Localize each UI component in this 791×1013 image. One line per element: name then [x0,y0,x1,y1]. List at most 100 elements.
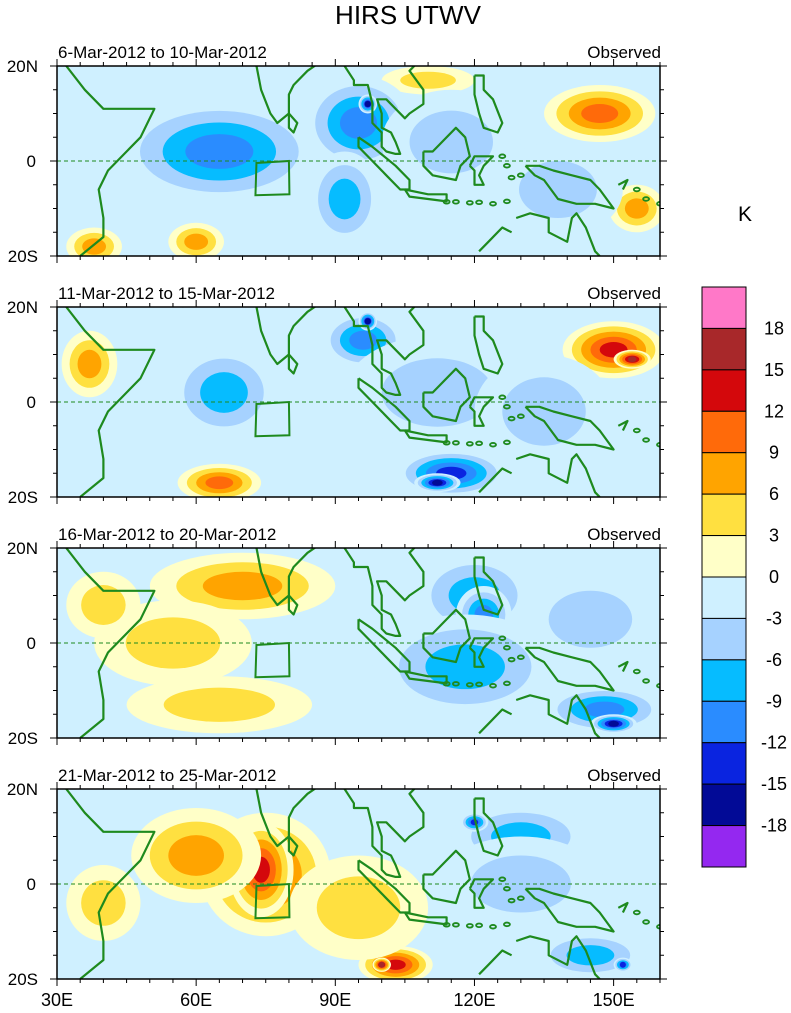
coastline [422,608,471,664]
coastline [403,911,448,926]
island [442,922,451,928]
y-tick-label: 20S [8,247,38,266]
colorbar-bin [701,286,747,329]
island [452,199,460,205]
y-tick-label: 20S [8,970,38,989]
coastline [524,164,615,210]
x-tick-label: 90E [319,990,351,1010]
coastline [422,126,471,182]
anomaly-blob [619,961,626,968]
coastline [65,789,156,979]
colorbar-bin [701,617,747,661]
anomaly-blob [81,585,126,625]
island [507,415,516,422]
coastline [343,548,425,638]
coastline [357,859,411,914]
anomaly-blob [381,358,494,427]
coastline [422,849,471,905]
colorbar-tick-label: 9 [769,443,779,463]
island [475,922,484,929]
island [503,198,511,205]
analysis-box [254,159,291,197]
coastline [617,901,629,913]
island [465,682,474,688]
y-tick-label: 0 [27,634,36,653]
coastline [515,935,601,979]
colorbar-bin [701,825,747,868]
island [632,427,641,434]
island [507,897,516,904]
colorbar-bin [701,659,747,702]
colorbar-tick-label: -3 [766,608,782,628]
anomaly-field [57,66,660,256]
island [656,683,660,689]
island [442,681,451,687]
anomaly-blob [425,644,505,690]
coastline [478,226,513,253]
island [642,678,650,684]
map-panels: 20N 0 20S 6-Mar-2012 to 10-Mar-2012 Observed… [7,43,667,989]
analysis-box [254,882,291,920]
map-panel-4: 20N 0 20S 21-Mar-2012 to 25-Mar-2012 Observe… [7,766,667,989]
y-tick-label: 20N [7,539,38,558]
island [489,924,497,930]
coastline [468,155,495,186]
island [465,923,474,929]
island [507,174,516,181]
coastline [254,66,317,125]
coastline [515,694,601,738]
analysis-box [254,641,291,679]
coastline [617,419,629,431]
coastline [468,878,495,909]
panel-label: Observed [587,525,661,544]
coastline [473,315,504,375]
colorbar-unit-label: K [738,203,752,226]
coastlines [65,548,660,738]
anomaly-blob [163,687,276,722]
x-tick-label: 30E [41,990,73,1010]
coastline [357,618,411,673]
anomaly-field [57,548,660,738]
coastline [403,429,448,444]
panel-period: 6-Mar-2012 to 10-Mar-2012 [58,43,267,62]
colorbar-bin [701,783,747,827]
colorbar-tick-label: 15 [764,360,784,380]
colorbar-bin [701,742,747,785]
coastline [357,136,411,191]
anomaly-blob [584,701,625,718]
island [642,196,650,202]
colorbar-tick-label: 0 [769,567,779,587]
anomaly-blob [184,233,209,250]
anomaly-blob [581,104,619,123]
anomaly-blob [316,876,401,940]
panel-label: Observed [587,284,661,303]
coastline [65,66,156,256]
colorbar-tick-label: -12 [761,733,787,753]
figure-title: HIRS UTWV [335,0,482,30]
island [503,163,511,169]
coastlines [65,66,660,256]
island [516,172,525,178]
y-tick-label: 20S [8,488,38,507]
island [503,404,511,410]
island [503,921,511,928]
panel-period: 16-Mar-2012 to 20-Mar-2012 [58,525,276,544]
map-panel-3: 20N 0 20S 16-Mar-2012 to 20-Mar-2012 Observe… [7,525,667,748]
island [475,440,484,447]
anomaly-blob [202,571,283,601]
island [452,681,460,687]
coastline [524,887,615,933]
island [507,656,516,663]
colorbar-bin [701,369,747,412]
coastline [65,307,156,497]
y-tick-label: 20S [8,729,38,748]
island [489,683,497,689]
anomaly-blob [364,318,371,325]
coastline [287,594,299,616]
y-tick-label: 0 [27,152,36,171]
anomaly-blob [185,134,254,169]
coastline [343,66,425,155]
island [503,645,511,651]
coastline [343,307,425,396]
